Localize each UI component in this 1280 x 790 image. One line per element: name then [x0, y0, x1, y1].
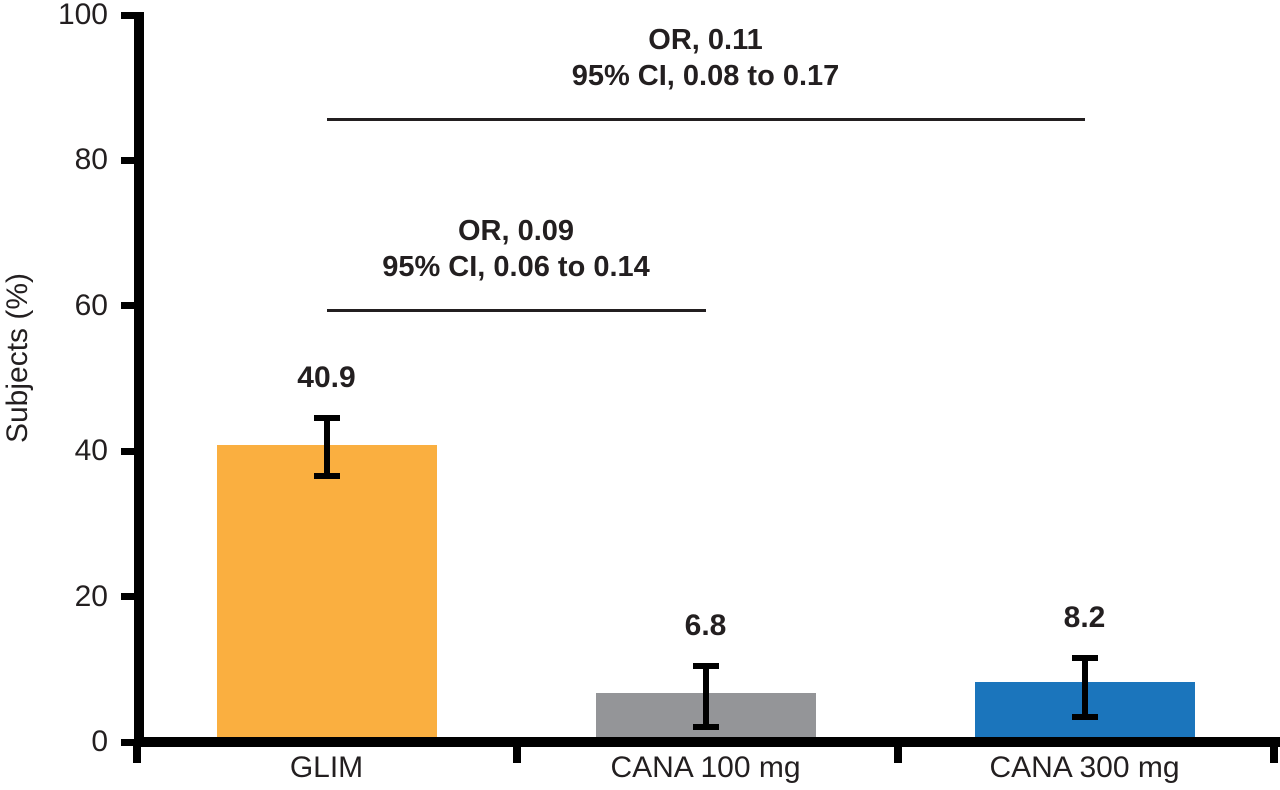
annotation-ci-line-1: 95% CI, 0.08 to 0.17	[571, 59, 840, 92]
y-tick-label-20: 20	[74, 579, 108, 613]
x-axis-line	[134, 737, 1280, 747]
value-label-cana-100-mg: 6.8	[684, 608, 727, 642]
error-bar-cap-top-cana-300-mg	[1071, 654, 1098, 661]
annotation-or-line-1: OR, 0.11	[648, 23, 763, 56]
y-tick-label-80: 80	[74, 143, 108, 177]
annotation-or-line-0: OR, 0.09	[457, 214, 575, 247]
y-tick-label-0: 0	[91, 725, 108, 758]
value-label-cana-300-mg: 8.2	[1063, 600, 1106, 634]
annotation-text-0: OR, 0.09 95% CI, 0.06 to 0.14	[382, 213, 650, 285]
y-tick-label-40: 40	[74, 434, 108, 468]
y-tick-mark-20	[121, 593, 135, 601]
y-tick-label-60: 60	[74, 288, 108, 322]
bar-glim	[216, 444, 437, 744]
y-tick-mark-100	[121, 11, 135, 19]
x-tick-mark-0	[133, 746, 141, 763]
y-tick-mark-40	[121, 447, 135, 455]
error-bar-cap-bottom-cana-300-mg	[1071, 714, 1098, 721]
category-label-cana-100-mg: CANA 100 mg	[610, 751, 801, 784]
value-label-glim: 40.9	[297, 361, 356, 395]
x-tick-mark-2	[894, 746, 902, 763]
y-tick-label-100: 100	[57, 0, 108, 31]
y-tick-mark-0	[121, 738, 135, 746]
y-axis-line	[134, 12, 144, 747]
y-tick-mark-60	[121, 302, 135, 310]
category-label-glim: GLIM	[289, 751, 364, 784]
category-label-cana-300-mg: CANA 300 mg	[989, 751, 1180, 784]
error-bar-cana-100-mg	[702, 665, 709, 728]
annotation-line-1	[326, 117, 1085, 121]
error-bar-cap-bottom-cana-100-mg	[692, 724, 719, 731]
error-bar-cap-top-glim	[313, 415, 340, 422]
annotation-ci-line-0: 95% CI, 0.06 to 0.14	[382, 250, 650, 283]
x-tick-mark-1	[513, 746, 521, 763]
error-bar-cana-300-mg	[1081, 657, 1088, 718]
annotation-text-1: OR, 0.11 95% CI, 0.08 to 0.17	[572, 22, 840, 94]
y-axis-title: Subjects (%)	[1, 272, 34, 444]
error-bar-cap-top-cana-100-mg	[692, 662, 719, 669]
x-tick-mark-3	[1270, 746, 1278, 763]
error-bar-cap-bottom-glim	[313, 472, 340, 479]
error-bar-glim	[323, 418, 330, 476]
annotation-line-0	[326, 308, 706, 312]
y-tick-mark-80	[121, 156, 135, 164]
